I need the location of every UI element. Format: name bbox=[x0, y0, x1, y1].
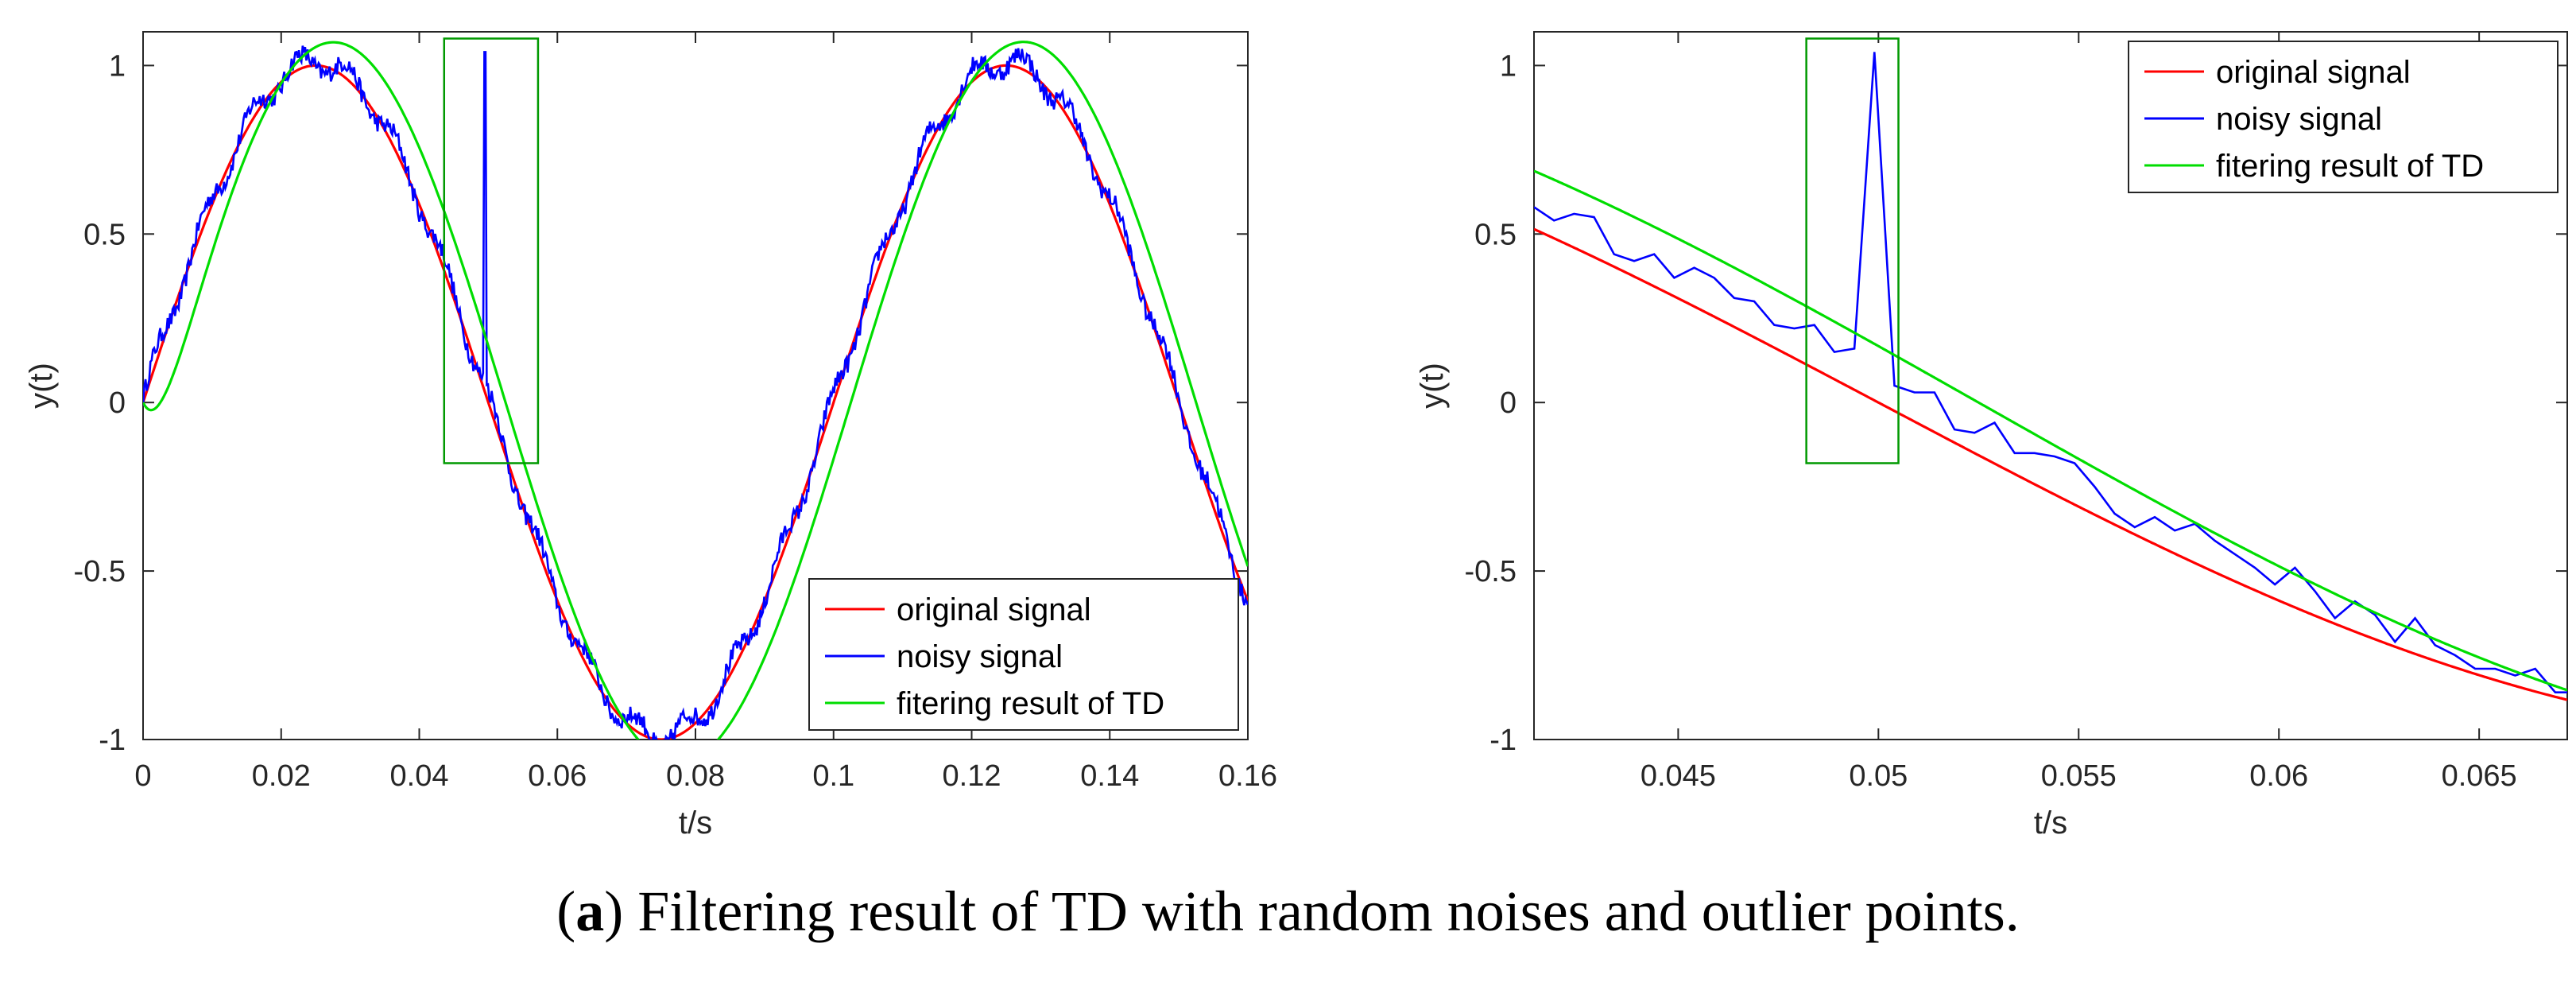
y-tick-label: -0.5 bbox=[1465, 555, 1517, 588]
x-tick-label: 0.045 bbox=[1641, 759, 1716, 793]
series-noisy-signal bbox=[143, 45, 1248, 740]
x-tick-label: 0.06 bbox=[528, 759, 587, 793]
x-tick-label: 0.04 bbox=[390, 759, 449, 793]
y-tick-label: 1 bbox=[1500, 49, 1517, 83]
y-tick-label: 0 bbox=[1500, 386, 1517, 420]
caption-label: a bbox=[575, 879, 605, 943]
series-td-result bbox=[1534, 169, 2567, 692]
chart-left: 0 0.02 0.04 0.06 0.08 0.1 0.12 0.14 0.16 -1 -0.5 0 0… bbox=[24, 31, 1277, 841]
y-tick-label: -1 bbox=[99, 724, 126, 757]
x-tick-label: 0.1 bbox=[812, 759, 854, 793]
x-tick-label: 0.12 bbox=[943, 759, 1001, 793]
x-tick-label: 0.02 bbox=[252, 759, 311, 793]
series-group bbox=[143, 41, 1248, 740]
series-original-signal bbox=[143, 64, 1248, 740]
figure-caption: (a) Filtering result of TD with random n… bbox=[556, 879, 2020, 943]
x-tick-label: 0.065 bbox=[2442, 759, 2517, 793]
y-tick-label: -0.5 bbox=[74, 555, 126, 588]
y-axis-label: y(t) bbox=[1415, 363, 1450, 409]
y-tick-label: 0.5 bbox=[1474, 218, 1517, 251]
x-tick-label: 0.06 bbox=[2249, 759, 2308, 793]
series-group bbox=[1534, 52, 2567, 701]
y-tick-label: 0 bbox=[109, 386, 126, 420]
series-noisy-signal bbox=[1534, 52, 2567, 693]
legend-box bbox=[2128, 41, 2559, 193]
x-axis-label: t/s bbox=[2034, 806, 2067, 841]
y-tick-label: 0.5 bbox=[83, 218, 126, 251]
legend-label: noisy signal bbox=[897, 639, 1063, 674]
chart-right: 0.045 0.05 0.055 0.06 0.065 -1 -0.5 0 0.5 1 t/s y(t… bbox=[1415, 31, 2568, 841]
zoom-box bbox=[443, 37, 540, 464]
legend-label: noisy signal bbox=[2216, 102, 2382, 137]
x-axis-label: t/s bbox=[679, 806, 712, 841]
y-tick-label: -1 bbox=[1489, 724, 1517, 757]
y-axis-label: y(t) bbox=[24, 363, 59, 409]
legend-label: fitering result of TD bbox=[2216, 149, 2484, 184]
caption-text: Filtering result of TD with random noise… bbox=[623, 879, 2020, 943]
x-tick-label: 0.08 bbox=[666, 759, 725, 793]
legend-box bbox=[808, 578, 1239, 731]
x-tick-label: 0.055 bbox=[2041, 759, 2117, 793]
x-tick-label: 0 bbox=[134, 759, 151, 793]
legend: original signal noisy signal fitering resu… bbox=[808, 578, 1239, 731]
legend-label: original signal bbox=[2216, 55, 2411, 90]
series-td-result bbox=[143, 41, 1248, 740]
series-original-signal bbox=[1534, 227, 2567, 701]
zoom-box bbox=[1805, 37, 1900, 464]
legend-label: fitering result of TD bbox=[897, 686, 1164, 721]
figure: 0 0.02 0.04 0.06 0.08 0.1 0.12 0.14 0.16-1-0.500… bbox=[24, 31, 2568, 841]
legend: original signal noisy signal fitering resu… bbox=[2128, 41, 2559, 193]
x-tick-label: 0.14 bbox=[1080, 759, 1139, 793]
legend-label: original signal bbox=[897, 592, 1091, 627]
y-tick-label: 1 bbox=[109, 49, 126, 83]
x-tick-label: 0.16 bbox=[1218, 759, 1277, 793]
x-tick-label: 0.05 bbox=[1849, 759, 1908, 793]
